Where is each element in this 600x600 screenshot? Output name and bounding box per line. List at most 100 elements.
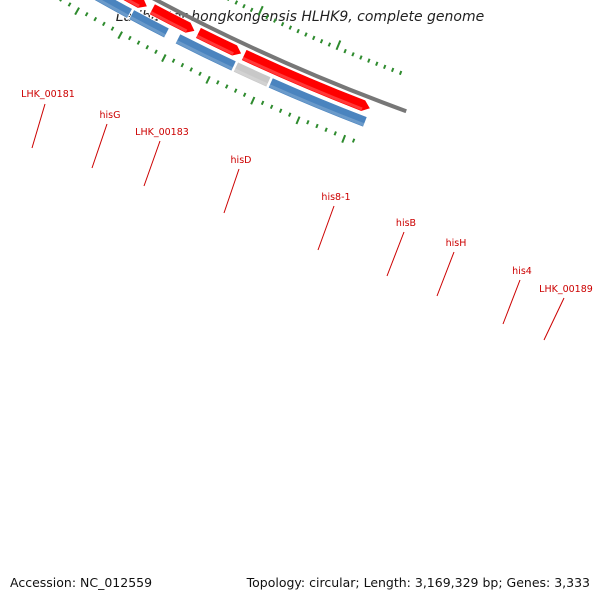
gene-label[interactable]: hisG (100, 110, 121, 121)
gene-label[interactable]: LHK_00181 (21, 89, 75, 100)
scale-minor-tick (319, 39, 324, 44)
scale-minor-tick (351, 52, 355, 57)
tick-mark (242, 92, 247, 98)
tick-mark (287, 112, 292, 117)
tick-mark (84, 12, 89, 17)
tick-mark (260, 100, 265, 106)
gene-label-leader (223, 168, 240, 214)
scale-minor-tick (390, 67, 395, 73)
tick-mark (351, 138, 356, 143)
cds-highlight (233, 68, 269, 87)
feature-highlight (149, 10, 188, 33)
gene-label-leader (317, 205, 335, 251)
cds-highlight (175, 40, 234, 71)
gene-label-leader (31, 103, 46, 149)
feature-arrow (194, 26, 243, 57)
tick-mark (278, 108, 283, 113)
tick-mark (180, 62, 185, 68)
cds-highlight (129, 15, 167, 38)
scale-minor-tick (249, 7, 254, 13)
scale-minor-tick (312, 35, 316, 41)
scale-minor-tick (383, 64, 387, 70)
scale-minor-tick (288, 25, 293, 30)
tick-mark (198, 71, 202, 77)
tick-mark (269, 104, 274, 110)
gene-label[interactable]: his4 (512, 266, 532, 277)
gene-label[interactable]: LHK_00183 (135, 127, 189, 138)
scale-minor-tick (367, 58, 371, 63)
feature-highlight (124, 0, 140, 8)
scale-minor-tick (234, 0, 239, 5)
feature-arrow (121, 0, 148, 9)
tick-mark (67, 2, 72, 7)
tick-mark (333, 131, 337, 136)
tick-mark (189, 67, 193, 72)
tick-mark (324, 127, 328, 132)
cds-segment (174, 33, 237, 72)
scale-minor-tick (242, 3, 246, 9)
tick-mark (117, 31, 123, 40)
tick-mark (315, 123, 319, 129)
gene-label-leader (386, 231, 405, 277)
cds-track (93, 0, 368, 128)
scale-major-tick (257, 5, 264, 16)
cds-segment (128, 9, 170, 39)
gene-label[interactable]: hisH (446, 238, 467, 249)
gene-label[interactable]: hisD (231, 155, 252, 166)
gene-label-leader (436, 251, 455, 297)
cds-segment (93, 0, 133, 20)
tick-mark (295, 116, 301, 125)
scale-minor-tick (398, 70, 403, 76)
gene-label[interactable]: hisB (396, 218, 416, 229)
tick-mark (136, 40, 141, 45)
tick-mark (205, 75, 211, 84)
gene-label[interactable]: his8-1 (321, 192, 350, 203)
genome-summary-text: Topology: circular; Length: 3,169,329 bp… (246, 575, 590, 590)
tick-mark (74, 7, 80, 16)
scale-major-tick (335, 40, 342, 51)
tick-mark (145, 45, 150, 50)
tick-mark (306, 120, 310, 125)
scale-track: 180 kbp181 kbp182 kbp183 kbp184 kbp185 k… (226, 0, 403, 76)
cds-segment (232, 61, 272, 88)
scale-minor-tick (296, 28, 300, 34)
gene-label-leader (502, 279, 521, 325)
gene-label-leader (543, 297, 565, 341)
scale-minor-tick (359, 55, 363, 60)
feature-arrow (148, 3, 196, 34)
tick-mark (161, 54, 167, 63)
tick-mark (102, 21, 106, 27)
gene-label-leader (91, 123, 108, 169)
tick-mark (110, 26, 115, 31)
scale-minor-tick (273, 18, 277, 23)
tick-mark (171, 58, 176, 63)
tick-mark (216, 80, 220, 85)
tick-mark (233, 88, 238, 93)
backbone-arc (152, 0, 407, 114)
map-title: Laribacter hongkongensis HLHK9, complete… (115, 9, 485, 25)
tick-mark (341, 134, 347, 143)
feature-highlight (241, 56, 363, 111)
outer-tick-marks (59, 0, 356, 143)
scale-minor-tick (265, 14, 269, 20)
tick-mark (154, 49, 158, 55)
tick-mark (127, 35, 132, 41)
gene-label-layer: LHK_00181 hisG LHK_00183 hisD his8-1 hisB hisH… (21, 89, 593, 341)
gene-label[interactable]: LHK_00189 (539, 284, 593, 295)
scale-minor-tick (226, 0, 230, 1)
scale-minor-tick (327, 42, 332, 47)
scale-minor-tick (280, 21, 285, 27)
scale-minor-tick (304, 32, 308, 37)
cds-segment (267, 77, 368, 128)
feature-arrow-track (121, 0, 372, 112)
feature-highlight (195, 34, 234, 56)
tick-mark (93, 16, 98, 22)
tick-mark (59, 0, 62, 2)
feature-arrow (240, 48, 372, 112)
tick-mark (250, 96, 256, 105)
gene-label-leader (143, 140, 161, 187)
scale-minor-tick (375, 61, 379, 66)
scale-minor-tick (343, 48, 347, 54)
tick-mark (224, 84, 229, 89)
